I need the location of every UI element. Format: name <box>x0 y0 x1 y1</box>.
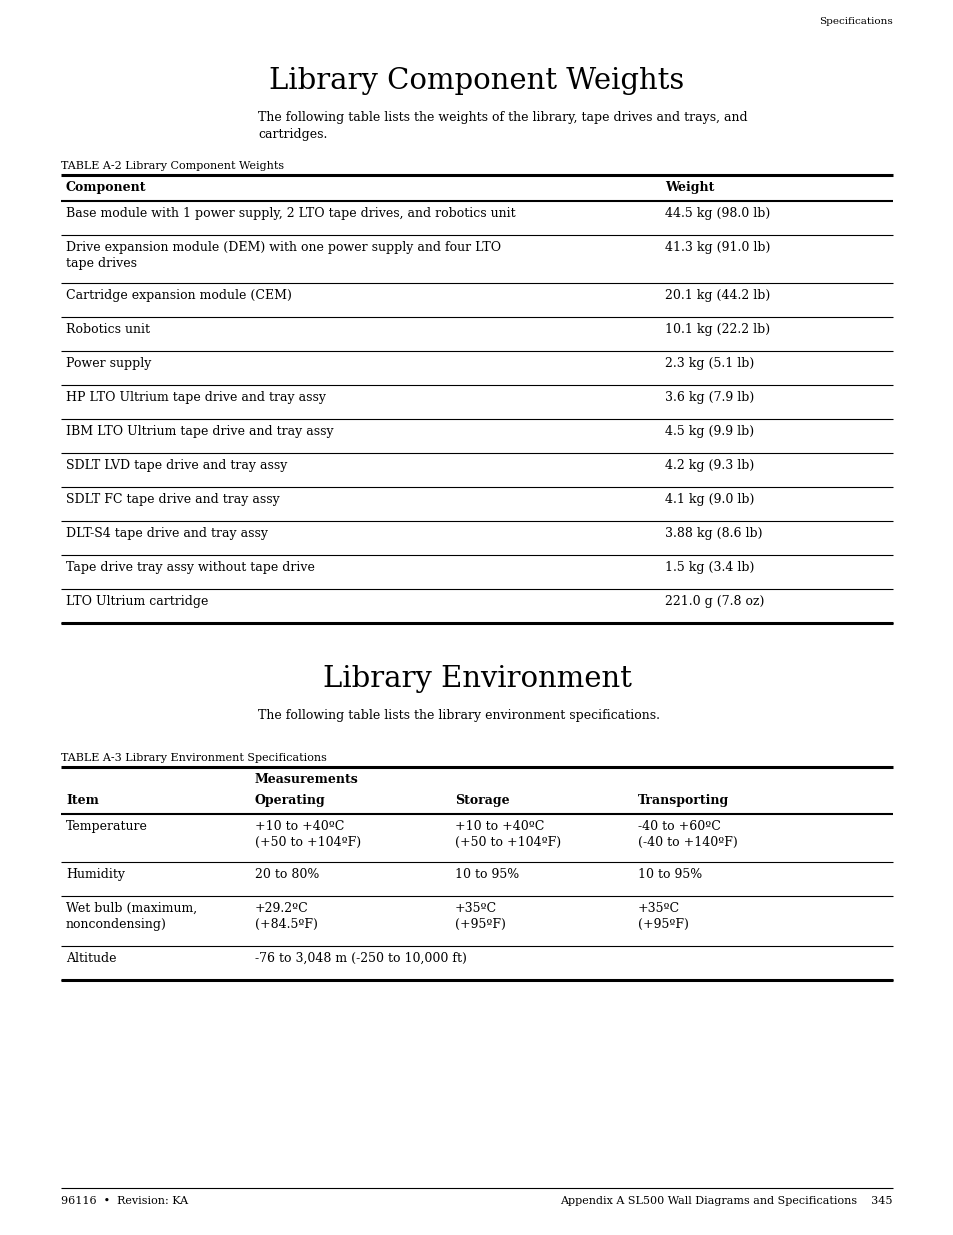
Text: 96116  •  Revision: KA: 96116 • Revision: KA <box>61 1195 188 1207</box>
Text: 10 to 95%: 10 to 95% <box>638 868 701 881</box>
Text: Temperature: Temperature <box>66 820 148 832</box>
Text: 3.6 kg (7.9 lb): 3.6 kg (7.9 lb) <box>664 391 754 404</box>
Text: 20 to 80%: 20 to 80% <box>254 868 319 881</box>
Text: HP LTO Ultrium tape drive and tray assy: HP LTO Ultrium tape drive and tray assy <box>66 391 326 404</box>
Text: LTO Ultrium cartridge: LTO Ultrium cartridge <box>66 595 208 608</box>
Text: 1.5 kg (3.4 lb): 1.5 kg (3.4 lb) <box>664 561 754 574</box>
Text: Robotics unit: Robotics unit <box>66 324 150 336</box>
Text: IBM LTO Ultrium tape drive and tray assy: IBM LTO Ultrium tape drive and tray assy <box>66 425 334 438</box>
Text: 4.2 kg (9.3 lb): 4.2 kg (9.3 lb) <box>664 459 754 472</box>
Text: 20.1 kg (44.2 lb): 20.1 kg (44.2 lb) <box>664 289 769 303</box>
Text: Power supply: Power supply <box>66 357 152 370</box>
Text: 10.1 kg (22.2 lb): 10.1 kg (22.2 lb) <box>664 324 769 336</box>
Text: 10 to 95%: 10 to 95% <box>455 868 518 881</box>
Text: +35ºC
(+95ºF): +35ºC (+95ºF) <box>638 902 688 931</box>
Text: 2.3 kg (5.1 lb): 2.3 kg (5.1 lb) <box>664 357 754 370</box>
Text: +10 to +40ºC
(+50 to +104ºF): +10 to +40ºC (+50 to +104ºF) <box>254 820 361 848</box>
Text: 41.3 kg (91.0 lb): 41.3 kg (91.0 lb) <box>664 241 770 254</box>
Text: DLT-S4 tape drive and tray assy: DLT-S4 tape drive and tray assy <box>66 527 268 540</box>
Text: Humidity: Humidity <box>66 868 125 881</box>
Text: +29.2ºC
(+84.5ºF): +29.2ºC (+84.5ºF) <box>254 902 317 931</box>
Text: Appendix A SL500 Wall Diagrams and Specifications    345: Appendix A SL500 Wall Diagrams and Speci… <box>560 1195 892 1207</box>
Text: Altitude: Altitude <box>66 952 116 965</box>
Text: Specifications: Specifications <box>819 17 892 26</box>
Text: +35ºC
(+95ºF): +35ºC (+95ºF) <box>455 902 505 931</box>
Text: SDLT LVD tape drive and tray assy: SDLT LVD tape drive and tray assy <box>66 459 287 472</box>
Text: Measurements: Measurements <box>254 773 358 785</box>
Text: 4.1 kg (9.0 lb): 4.1 kg (9.0 lb) <box>664 493 754 506</box>
Text: Base module with 1 power supply, 2 LTO tape drives, and robotics unit: Base module with 1 power supply, 2 LTO t… <box>66 207 515 220</box>
Text: Weight: Weight <box>664 182 714 194</box>
Text: SDLT FC tape drive and tray assy: SDLT FC tape drive and tray assy <box>66 493 279 506</box>
Text: 3.88 kg (8.6 lb): 3.88 kg (8.6 lb) <box>664 527 761 540</box>
Text: Wet bulb (maximum,
noncondensing): Wet bulb (maximum, noncondensing) <box>66 902 197 931</box>
Text: 221.0 g (7.8 oz): 221.0 g (7.8 oz) <box>664 595 763 608</box>
Text: The following table lists the library environment specifications.: The following table lists the library en… <box>257 709 659 722</box>
Text: Operating: Operating <box>254 794 325 806</box>
Text: -40 to +60ºC
(-40 to +140ºF): -40 to +60ºC (-40 to +140ºF) <box>638 820 737 848</box>
Text: Cartridge expansion module (CEM): Cartridge expansion module (CEM) <box>66 289 292 303</box>
Text: 4.5 kg (9.9 lb): 4.5 kg (9.9 lb) <box>664 425 753 438</box>
Text: The following table lists the weights of the library, tape drives and trays, and: The following table lists the weights of… <box>257 111 747 141</box>
Text: TABLE A-3 Library Environment Specifications: TABLE A-3 Library Environment Specificat… <box>61 753 327 763</box>
Text: Drive expansion module (DEM) with one power supply and four LTO
tape drives: Drive expansion module (DEM) with one po… <box>66 241 500 270</box>
Text: Item: Item <box>66 794 99 806</box>
Text: Storage: Storage <box>455 794 509 806</box>
Text: Component: Component <box>66 182 147 194</box>
Text: Tape drive tray assy without tape drive: Tape drive tray assy without tape drive <box>66 561 314 574</box>
Text: -76 to 3,048 m (-250 to 10,000 ft): -76 to 3,048 m (-250 to 10,000 ft) <box>254 952 466 965</box>
Text: +10 to +40ºC
(+50 to +104ºF): +10 to +40ºC (+50 to +104ºF) <box>455 820 560 848</box>
Text: Library Environment: Library Environment <box>322 664 631 693</box>
Text: Transporting: Transporting <box>638 794 728 806</box>
Text: Library Component Weights: Library Component Weights <box>269 67 684 95</box>
Text: 44.5 kg (98.0 lb): 44.5 kg (98.0 lb) <box>664 207 769 220</box>
Text: TABLE A-2 Library Component Weights: TABLE A-2 Library Component Weights <box>61 161 284 170</box>
